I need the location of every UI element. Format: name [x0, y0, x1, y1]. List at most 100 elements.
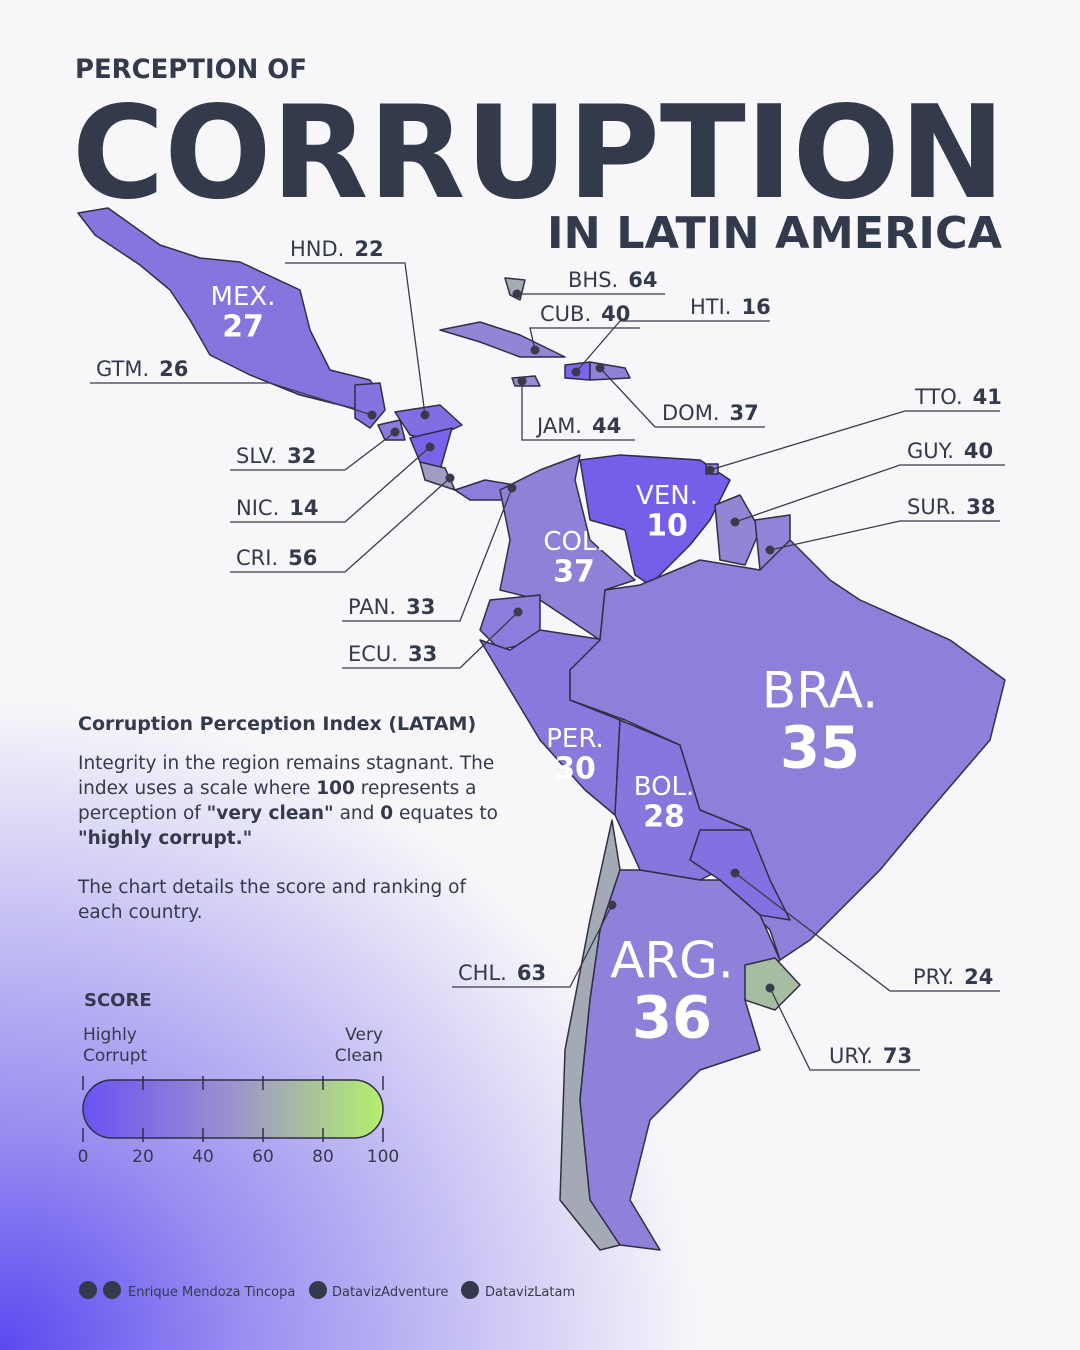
country-shape: [439, 321, 566, 358]
leader-line: [599, 367, 765, 428]
leader-dot: [425, 442, 435, 452]
country-score: 14: [289, 496, 318, 520]
country-callout: BHS. 64: [568, 268, 657, 292]
leader-dot: [765, 983, 775, 993]
info-paragraph: Integrity in the region remains stagnant…: [78, 751, 508, 851]
country-label: PAN.: [348, 595, 396, 619]
country-shape: [689, 829, 791, 921]
country-score: 40: [601, 302, 630, 326]
leader-line: [709, 410, 1000, 471]
footer-icon: [79, 1281, 97, 1299]
country-callout: HTI. 16: [690, 295, 771, 319]
legend-high-label: Clean: [335, 1046, 383, 1066]
leader-line: [342, 487, 513, 622]
country-shape: [579, 869, 781, 1251]
country-label: HTI.: [690, 295, 732, 319]
country-score: 38: [966, 495, 995, 519]
country-label: GUY.: [907, 439, 954, 463]
country-shape: [569, 539, 1006, 961]
leader-dot: [730, 517, 740, 527]
country-label: GTM.: [96, 357, 149, 381]
leader-line: [529, 327, 640, 351]
leader-line: [230, 431, 396, 471]
country-score: 37: [553, 554, 595, 589]
country-score: 35: [780, 715, 860, 782]
info-note: The chart details the score and ranking …: [78, 877, 466, 923]
country-shape: [479, 629, 621, 816]
country-label: VEN.: [636, 481, 698, 511]
country-shape: [714, 494, 761, 566]
country-label: CUB.: [540, 302, 591, 326]
legend-tick-label: 20: [132, 1147, 154, 1167]
country-score: 40: [964, 439, 993, 463]
country-label: BRA.: [762, 662, 878, 720]
leader-dot: [445, 473, 455, 483]
leader-line: [230, 446, 431, 523]
country-label: BHS.: [568, 268, 618, 292]
leader-line: [230, 477, 451, 573]
country-label: TTO.: [914, 385, 963, 409]
paragraph-run: equates to: [393, 803, 498, 824]
country-callout: CRI. 56: [236, 546, 317, 570]
footer-icon: [461, 1281, 479, 1299]
country-callout: GUY. 40: [907, 439, 993, 463]
leader-line: [769, 520, 1000, 551]
country-score: 28: [643, 799, 685, 834]
subtitle: IN LATIN AMERICA: [547, 208, 1002, 259]
legend-tick-label: 80: [312, 1147, 334, 1167]
country-label: CHL.: [458, 961, 507, 985]
legend-tick-label: 0: [78, 1147, 89, 1167]
legend-tick-label: 40: [192, 1147, 214, 1167]
country-score: 37: [730, 401, 759, 425]
paragraph-run: 100: [316, 778, 355, 799]
country-score: 73: [883, 1044, 912, 1068]
country-score: 33: [406, 595, 435, 619]
country-shape: [354, 382, 386, 429]
footer-text: Enrique Mendoza Tincopa: [128, 1285, 295, 1300]
paragraph-run: represents a perception of: [78, 778, 477, 824]
map: [77, 207, 1006, 1251]
country-score: 64: [628, 268, 657, 292]
country-label: ARG.: [610, 932, 734, 990]
paragraph-run: "highly corrupt.": [78, 828, 253, 849]
title: CORRUPTION: [72, 79, 1005, 228]
leader-dot: [571, 367, 581, 377]
leader-dot: [530, 345, 540, 355]
leader-dot: [730, 868, 740, 878]
country-score: 63: [517, 961, 546, 985]
country-score: 30: [554, 751, 596, 786]
country-label: JAM.: [535, 414, 582, 438]
country-callout: JAM. 44: [535, 414, 621, 438]
leader-dot: [705, 465, 715, 475]
country-label: PRY.: [913, 965, 954, 989]
leader-line: [90, 382, 373, 416]
country-callout: PRY. 24: [913, 965, 993, 989]
country-shape: [744, 957, 801, 1011]
country-callout: URY. 73: [829, 1044, 912, 1068]
footer-icon: [309, 1281, 327, 1299]
country-score: 56: [288, 546, 317, 570]
leader-dot: [367, 410, 377, 420]
legend-title: SCORE: [84, 990, 152, 1011]
leader-line: [734, 464, 1005, 523]
country-score: 22: [354, 237, 383, 261]
paragraph-run: "very clean": [206, 803, 334, 824]
country-callout: GTM. 26: [96, 357, 188, 381]
leader-line: [769, 987, 920, 1071]
country-score: 32: [287, 444, 316, 468]
leader-line: [452, 904, 613, 988]
country-label: NIC.: [236, 496, 279, 520]
country-label: PER.: [546, 724, 604, 754]
country-callout: DOM. 37: [662, 401, 759, 425]
legend-bar: [82, 1079, 384, 1139]
country-score: 10: [646, 508, 688, 543]
legend-high-label: Very: [345, 1025, 383, 1045]
country-callout: CHL. 63: [458, 961, 546, 985]
country-label: MEX.: [211, 282, 276, 312]
country-label: HND.: [290, 237, 344, 261]
country-callout: ECU. 33: [348, 642, 437, 666]
country-callout: CUB. 40: [540, 302, 630, 326]
country-label: DOM.: [662, 401, 720, 425]
country-callout: TTO. 41: [914, 385, 1002, 409]
